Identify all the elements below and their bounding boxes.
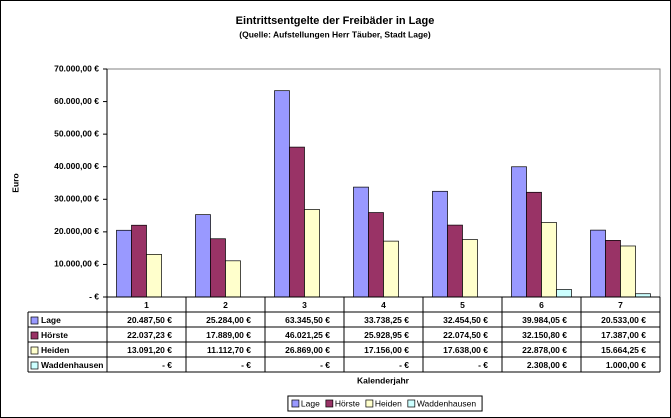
bar [116,229,132,298]
bar [605,240,621,298]
bar [195,214,211,298]
x-tick-label: 4 [381,300,386,310]
legend-key [365,399,374,408]
bar [511,166,527,298]
table-cell: 17.638,00 € [443,345,488,355]
bar [462,239,478,298]
bar [146,254,162,298]
table-cell: 32.150,80 € [522,330,567,340]
x-tick-label: 3 [302,300,307,310]
x-axis-label: Kalenderjahr [357,375,410,385]
bar [620,245,636,298]
legend-label: Lage [301,398,320,408]
bar [225,260,241,298]
table-cell: - € [399,360,409,370]
table-cell: 25.928,95 € [364,330,409,340]
table-cell: 33.738,25 € [364,315,409,325]
table-cell: 20.533,00 € [601,315,646,325]
bar [131,224,147,298]
y-tick-label: 30.000,00 € [54,194,99,204]
bar [447,224,463,298]
table-legend-key [30,346,39,355]
legend-key [325,399,334,408]
legend-key [407,399,416,408]
table-cell: 22.878,00 € [522,345,567,355]
table-legend-key [30,316,39,325]
bar [274,90,290,298]
table-cell: 63.345,50 € [285,315,330,325]
bar [526,191,542,298]
x-tick-label: 5 [460,300,465,310]
chart-title: Eintrittsentgelte der Freibäder in Lage [236,15,435,27]
legend-label: Hörste [335,398,360,408]
bar [590,229,606,298]
table-cell: 1.000,00 € [606,360,646,370]
table-cell: - € [162,360,172,370]
table-row-label: Waddenhausen [41,360,104,370]
y-axis-label: Euro [10,173,20,192]
table-cell: 17.156,00 € [364,345,409,355]
bar [383,240,399,298]
bar [368,212,384,298]
table-cell: 2.308,00 € [527,360,567,370]
table-cell: 25.284,00 € [206,315,251,325]
legend-box [287,395,483,412]
y-tick-label: 50.000,00 € [54,128,99,138]
bar [304,209,320,298]
bar [289,146,305,298]
table-row-label: Lage [41,315,61,325]
bar [541,222,557,298]
table-row-label: Hörste [41,330,68,340]
y-tick-label: 70.000,00 € [54,63,99,73]
bar [210,238,226,298]
x-tick-label: 7 [618,300,623,310]
table-cell: 22.037,23 € [127,330,172,340]
table-cell: - € [478,360,488,370]
table-cell: 39.984,05 € [522,315,567,325]
legend-label: Waddenhausen [417,398,477,408]
table-cell: - € [320,360,330,370]
table-cell: 22.074,50 € [443,330,488,340]
y-tick-label: - € [89,291,99,301]
table-cell: 26.869,00 € [285,345,330,355]
table-cell: 15.664,25 € [601,345,646,355]
table-row-label: Heiden [41,345,69,355]
bar [556,289,572,298]
table-cell: 20.487,50 € [127,315,172,325]
x-tick-label: 2 [223,300,228,310]
bar [432,190,448,298]
table-cell: 32.454,50 € [443,315,488,325]
y-tick-label: 60.000,00 € [54,96,99,106]
x-tick-label: 6 [539,300,544,310]
chart-subtitle: (Quelle: Aufstellungen Herr Täuber, Stad… [239,29,431,39]
x-tick-label: 1 [144,300,149,310]
y-tick-label: 10.000,00 € [54,259,99,269]
table-cell: 11.112,70 € [207,345,251,355]
y-tick-label: 40.000,00 € [54,161,99,171]
table-cell: 13.091,20 € [127,345,172,355]
table-legend-key [30,331,39,340]
legend-label: Heiden [375,398,402,408]
table-cell: 46.021,25 € [285,330,330,340]
bar [353,186,369,298]
table-cell: 17.387,00 € [601,330,646,340]
table-cell: - € [241,360,251,370]
table-cell: 17.889,00 € [206,330,251,340]
legend-key [291,399,300,408]
y-tick-label: 20.000,00 € [54,226,99,236]
table-legend-key [30,361,39,370]
